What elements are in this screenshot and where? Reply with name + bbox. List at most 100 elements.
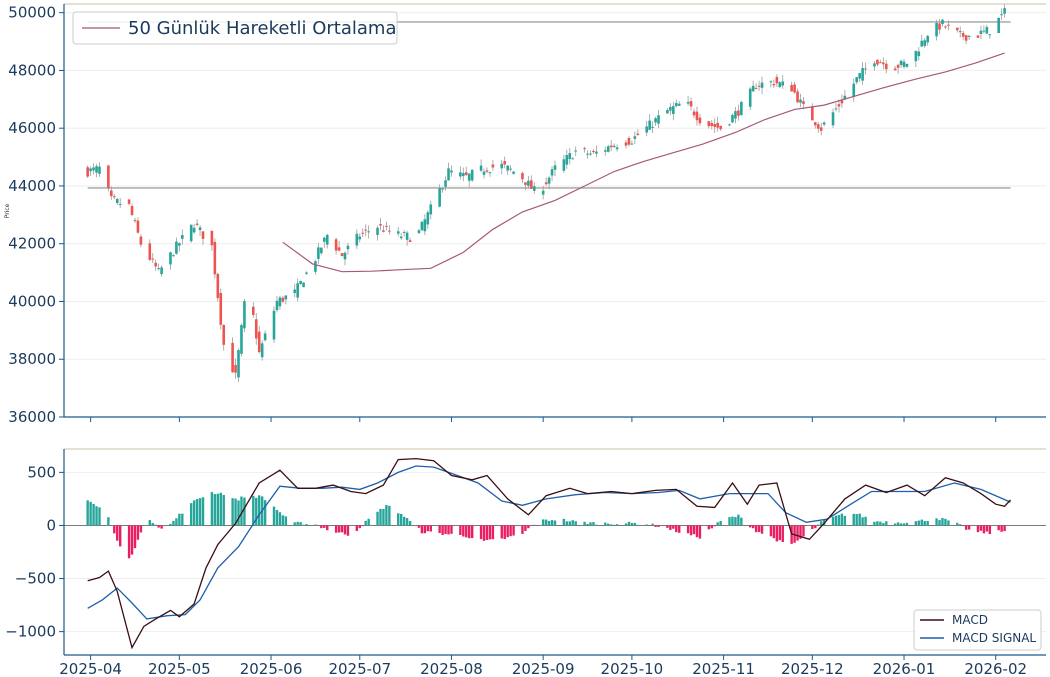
candle-body [651,126,654,128]
macd-histogram-bar [512,525,515,536]
macd-histogram-bar [657,525,660,527]
candle-body [213,241,217,275]
candle-body [343,252,347,260]
macd-histogram-bar [255,497,258,526]
macd-histogram-bar [1003,525,1006,532]
macd-histogram-bar [426,525,430,532]
macd-histogram-bar [876,521,879,526]
candle-body [479,165,483,171]
candle-body [423,219,427,232]
macd-histogram-bar [941,518,944,526]
macd-histogram-bar [707,525,711,530]
candle-body [346,245,350,250]
candle-body [527,180,530,186]
candle-body [379,223,382,226]
candle-body [447,168,450,181]
candle-body [938,23,941,30]
price-y-tick-label: 38000 [8,350,56,368]
candle-body [695,111,699,121]
candle-body [237,350,240,378]
macd-histogram-bar [272,506,276,526]
macd-histogram-bar [728,517,731,526]
macd-histogram-bar [837,515,841,526]
price-legend[interactable]: 50 Günlük Hareketli Ortalama [72,11,398,45]
macd-x-ticks: 2025-04 2025-05 2025-06 2025-07 2025-08 2025-… [59,655,1027,677]
macd-y-tick-label: 500 [27,463,56,481]
candle-body [574,150,578,152]
macd-histogram-bar [976,525,980,533]
candle-body [882,62,885,65]
macd-x-tick-label: 2025-04 [59,660,122,677]
macd-histogram-bar [956,522,959,526]
candle-body [172,255,175,257]
macd-histogram-bar [796,525,799,541]
candle-body [524,182,527,185]
candle-body [586,153,589,155]
macd-histogram-bar [503,525,506,540]
macd-histogram-bar [852,513,855,526]
candle-body [231,342,234,373]
macd-histogram-bar [731,516,734,526]
candle-body [813,122,817,126]
candle-body [550,169,554,176]
macd-histogram-bar [1000,525,1003,532]
candle-body [98,166,101,174]
macd-histogram-bar [334,525,338,533]
macd-histogram-bar [944,518,947,526]
macd-histogram-bar [358,525,361,529]
macd-histogram-bar [521,525,524,534]
macd-histogram-bar [195,499,199,526]
candle-body [148,243,152,260]
price-panel: 36000 38000 40000 42000 44000 46000 48000 50000… [4,3,1046,426]
macd-histogram-bar [820,521,823,526]
macd-histogram-bar [873,521,876,526]
macd-x-tick-label: 2025-08 [420,660,483,677]
macd-histogram-bar [201,497,205,526]
macd-histogram-bar [429,525,432,532]
macd-histogram-bar [136,525,140,540]
price-y-tick-label: 40000 [8,292,56,310]
candle-body [905,63,909,67]
macd-histogram-bar [169,523,172,526]
candle-body [127,199,131,204]
candle-body [603,150,607,152]
price-y-tick-label: 36000 [8,408,56,426]
macd-histogram-bar [213,494,217,526]
candle-body [834,108,838,110]
macd-legend[interactable]: MACD MACD SIGNAL [913,609,1042,651]
macd-histogram-bar [947,520,950,526]
candle-body [201,231,205,239]
candle-body [222,324,226,345]
macd-histogram-bar [323,525,326,528]
candle-body [299,280,302,284]
macd-histogram-bar [98,507,101,526]
macd-histogram-bar [553,520,557,526]
candle-body [677,103,681,106]
macd-histogram-bar [675,525,678,533]
candle-body [754,88,758,90]
price-legend-box [72,11,398,45]
candle-body [322,237,326,242]
macd-histogram-bar [405,518,409,526]
macd-x-tick-label: 2025-09 [512,660,575,677]
candle-body [450,170,453,173]
macd-histogram-bar [879,521,882,526]
candle-body [234,364,237,373]
ma50-line [282,52,1005,273]
candle-body [485,170,489,172]
candle-body [689,101,693,107]
candle-body [169,252,172,265]
candle-body [154,262,157,267]
macd-histogram-bar [447,525,450,535]
candle-body [503,161,507,165]
macd-histogram-bar [636,524,640,526]
candle-body [192,227,196,233]
candle-body [112,196,116,198]
candle-body [896,64,900,68]
macd-histogram-bar [574,521,577,526]
candle-body [305,272,308,274]
candle-body [734,111,737,119]
candle-body [630,143,634,145]
candle-body [544,182,548,185]
candle-body [917,51,921,57]
